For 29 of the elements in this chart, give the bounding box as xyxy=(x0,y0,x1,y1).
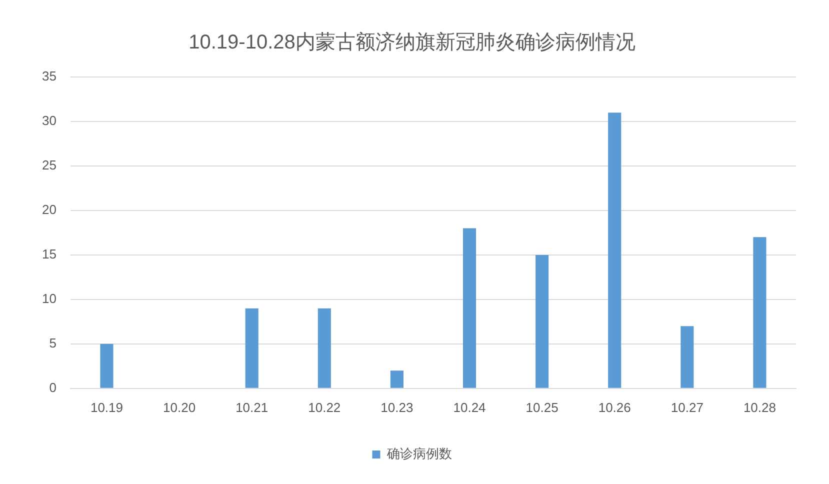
bar xyxy=(680,326,694,388)
x-tick-label: 10.25 xyxy=(526,400,558,415)
y-tick-label: 5 xyxy=(49,335,56,350)
x-tick-label: 10.27 xyxy=(670,400,704,415)
bar xyxy=(100,344,114,388)
x-tick-label: 10.23 xyxy=(380,400,414,415)
x-tick-label: 10.24 xyxy=(453,400,486,415)
bar xyxy=(462,228,476,388)
bar xyxy=(608,112,622,388)
bar xyxy=(318,308,331,388)
y-tick-label: 25 xyxy=(42,158,56,173)
legend-label: 确诊病例数 xyxy=(386,446,452,462)
y-tick-label: 35 xyxy=(42,68,56,84)
bar xyxy=(390,370,404,388)
bar xyxy=(753,237,766,388)
bar xyxy=(245,308,258,388)
x-tick-label: 10.22 xyxy=(308,400,341,415)
x-tick-label: 10.28 xyxy=(743,400,776,415)
bar xyxy=(536,254,549,388)
x-tick-label: 10.21 xyxy=(236,400,268,415)
y-tick-label: 10 xyxy=(42,291,56,306)
y-tick-label: 30 xyxy=(42,113,56,128)
y-tick-label: 0 xyxy=(49,380,56,395)
y-tick-label: 20 xyxy=(42,202,56,218)
x-tick-label: 10.19 xyxy=(90,400,124,415)
chart-title: 10.19-10.28内蒙古额济纳旗新冠肺炎确诊病例情况 xyxy=(188,32,636,54)
x-tick-label: 10.20 xyxy=(163,400,196,415)
x-tick-label: 10.26 xyxy=(598,400,631,415)
y-tick-label: 15 xyxy=(42,246,56,262)
